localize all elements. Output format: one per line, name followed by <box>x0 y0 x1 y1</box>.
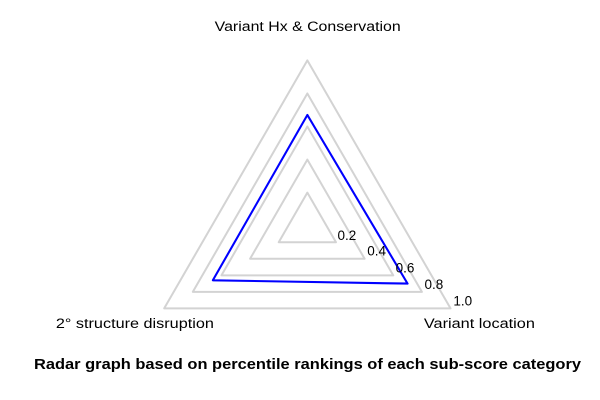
svg-text:Radar graph based on percentil: Radar graph based on percentile rankings… <box>34 357 582 373</box>
svg-text:Variant location: Variant location <box>424 316 535 331</box>
svg-text:2° structure disruption: 2° structure disruption <box>56 316 214 331</box>
svg-text:1.0: 1.0 <box>453 294 472 309</box>
svg-text:0.4: 0.4 <box>367 244 386 259</box>
svg-text:Variant Hx & Conservation: Variant Hx & Conservation <box>215 19 401 34</box>
svg-text:0.8: 0.8 <box>425 277 444 292</box>
svg-text:0.6: 0.6 <box>396 260 415 275</box>
svg-text:0.2: 0.2 <box>338 228 357 243</box>
